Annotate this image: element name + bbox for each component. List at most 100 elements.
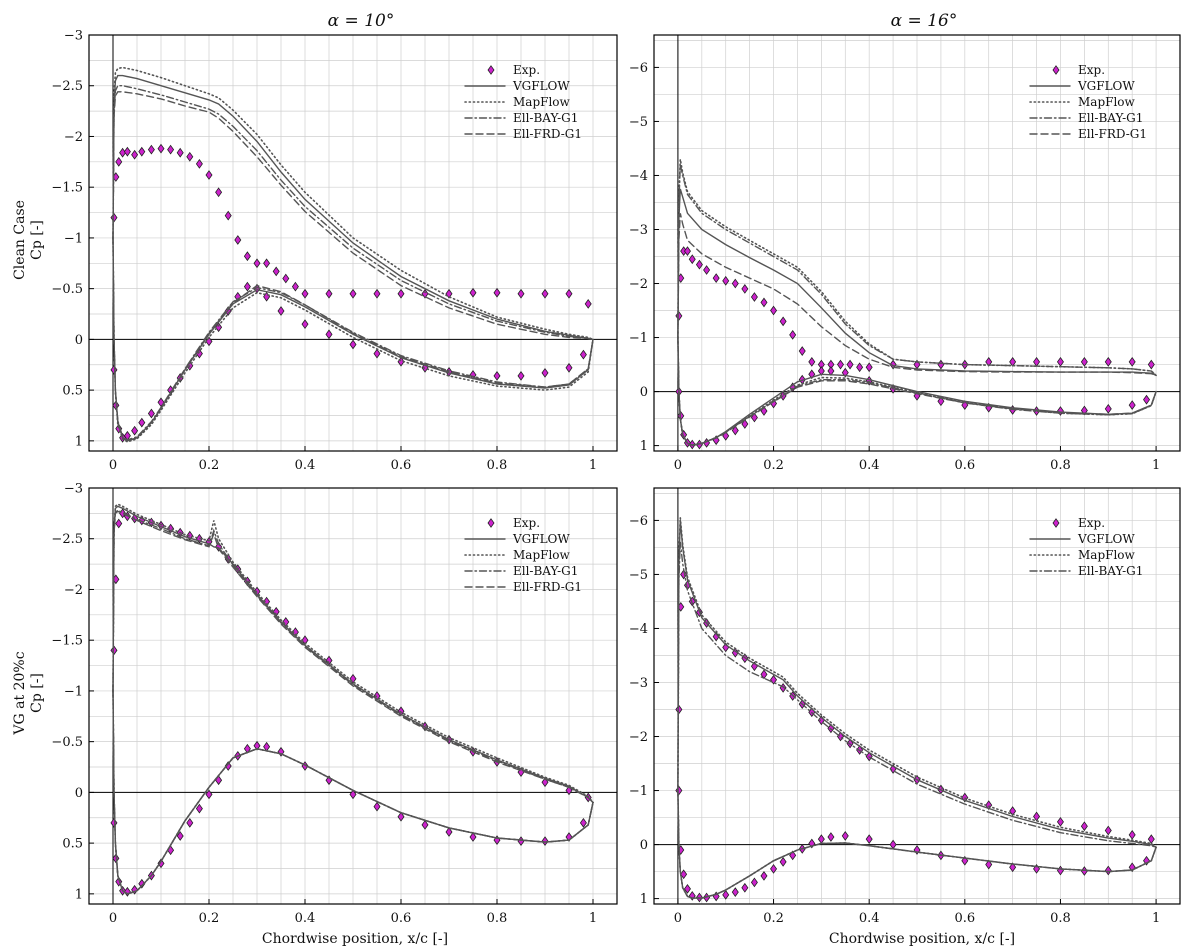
exp-marker (760, 297, 768, 308)
exp-marker (770, 305, 778, 316)
exp-marker (712, 273, 720, 284)
exp-marker (110, 364, 118, 375)
legend-label: Ell-FRD-G1 (513, 127, 582, 141)
exp-marker (243, 251, 251, 262)
exp-marker (683, 883, 691, 894)
legend-label: Ell-FRD-G1 (1078, 127, 1147, 141)
exp-marker (445, 827, 453, 837)
exp-marker (1128, 356, 1136, 367)
exp-marker (301, 288, 309, 299)
y-tick-label: −3 (629, 676, 648, 691)
x-tick-label: 1 (589, 911, 597, 926)
legend: Exp. VGFLOW MapFlow Ell-BAY-G1 Ell-FRD-G1 (1029, 63, 1147, 141)
exp-marker (1080, 821, 1088, 832)
y-tick-label: −6 (629, 61, 648, 76)
x-tick-label: 0.6 (954, 911, 975, 926)
series-line-upper (677, 164, 1157, 377)
x-tick-label: 0.2 (763, 911, 784, 926)
x-tick-label: 0 (109, 911, 117, 926)
series-ell-bay-g1 (677, 541, 1157, 899)
x-tick-label: 1 (1152, 911, 1160, 926)
exp-marker (272, 266, 280, 277)
x-tick-label: 0.2 (199, 911, 220, 926)
y-tick-label: −4 (629, 622, 648, 637)
series-line-upper (112, 74, 594, 341)
exp-marker (397, 811, 405, 822)
exp-marker (1143, 394, 1151, 405)
exp-marker (1056, 865, 1064, 876)
series-mapflow (677, 517, 1157, 899)
legend-label: MapFlow (1078, 95, 1136, 109)
exp-marker (741, 284, 749, 294)
legend-marker (1052, 65, 1060, 75)
y-tick-label: −2 (64, 130, 83, 145)
exp-marker (131, 425, 139, 436)
y-tick-label: 0.5 (62, 837, 83, 852)
exp-marker (722, 889, 730, 900)
y-tick-label: −2 (629, 730, 648, 745)
exp-marker (1009, 806, 1017, 816)
panel-vg-alpha-16: 0 0.2 0.4 0.6 0.8 1 −6 −5 −4 −3 −2 −1 0 1 Exp. VGFLOW Ma… (629, 487, 1181, 926)
exp-marker (846, 359, 854, 370)
exp-marker (817, 366, 825, 376)
exp-marker (373, 801, 381, 812)
exp-marker (277, 306, 285, 316)
y-tick-label: −5 (629, 115, 648, 130)
exp-marker (123, 146, 131, 157)
exp-marker (750, 412, 758, 423)
series-line-lower (112, 690, 594, 895)
exp-marker (865, 362, 873, 373)
series-line-upper (677, 517, 1157, 849)
series-line-upper (112, 66, 594, 341)
exp-marker (373, 348, 381, 359)
exp-marker (110, 212, 118, 223)
exp-marker (1104, 356, 1112, 367)
exp-marker (517, 288, 525, 299)
x-tick-label: 0.2 (763, 458, 784, 473)
exp-marker (115, 518, 123, 529)
exp-marker (779, 316, 787, 327)
exp-marker (205, 170, 213, 180)
x-tick-label: 0 (674, 458, 682, 473)
exp-marker (1104, 825, 1112, 836)
y-tick-label: −0.5 (51, 735, 83, 750)
y-tick-label: 0.5 (62, 384, 83, 399)
col-title-alpha-10: α = 10° (328, 11, 395, 31)
y-tick-label: −1.5 (51, 181, 83, 196)
exp-marker (205, 789, 213, 800)
exp-marker (841, 831, 849, 841)
grid (89, 34, 617, 451)
exp-marker (243, 281, 251, 292)
x-tick-label: 0.4 (859, 458, 880, 473)
exp-marker (703, 438, 711, 448)
exp-marker (827, 832, 835, 842)
x-tick-label: 0.2 (199, 458, 220, 473)
series-ell-frd-g1 (112, 510, 594, 895)
exp-marker (1147, 834, 1155, 845)
row-label-vg: VG at 20%c (12, 651, 28, 735)
series-line-upper (112, 503, 594, 804)
exp-marker (115, 156, 123, 167)
legend-label: VGFLOW (512, 79, 570, 93)
exp-marker (565, 288, 573, 299)
exp-marker (421, 288, 429, 299)
exp-marker (186, 151, 194, 162)
row-label-clean-case: Clean Case (12, 200, 28, 280)
exp-marker (695, 259, 703, 270)
series-line-upper (677, 213, 1157, 377)
y-tick-label: 0 (640, 385, 648, 400)
x-tick-label: 0 (109, 458, 117, 473)
exp-marker (301, 319, 309, 330)
exp-marker (493, 287, 501, 298)
legend-label: Exp. (1078, 516, 1105, 530)
y-tick-label: 1 (75, 887, 83, 902)
legend: Exp. VGFLOW MapFlow Ell-BAY-G1 (1029, 516, 1143, 578)
x-tick-label: 0 (674, 911, 682, 926)
exp-marker (1056, 816, 1064, 827)
exp-marker (291, 281, 299, 292)
exp-marker (234, 235, 242, 245)
exp-marker (147, 144, 155, 155)
y-tick-label: −5 (629, 568, 648, 583)
x-axis-label-right: Chordwise position, x/c [-] (829, 931, 1015, 947)
